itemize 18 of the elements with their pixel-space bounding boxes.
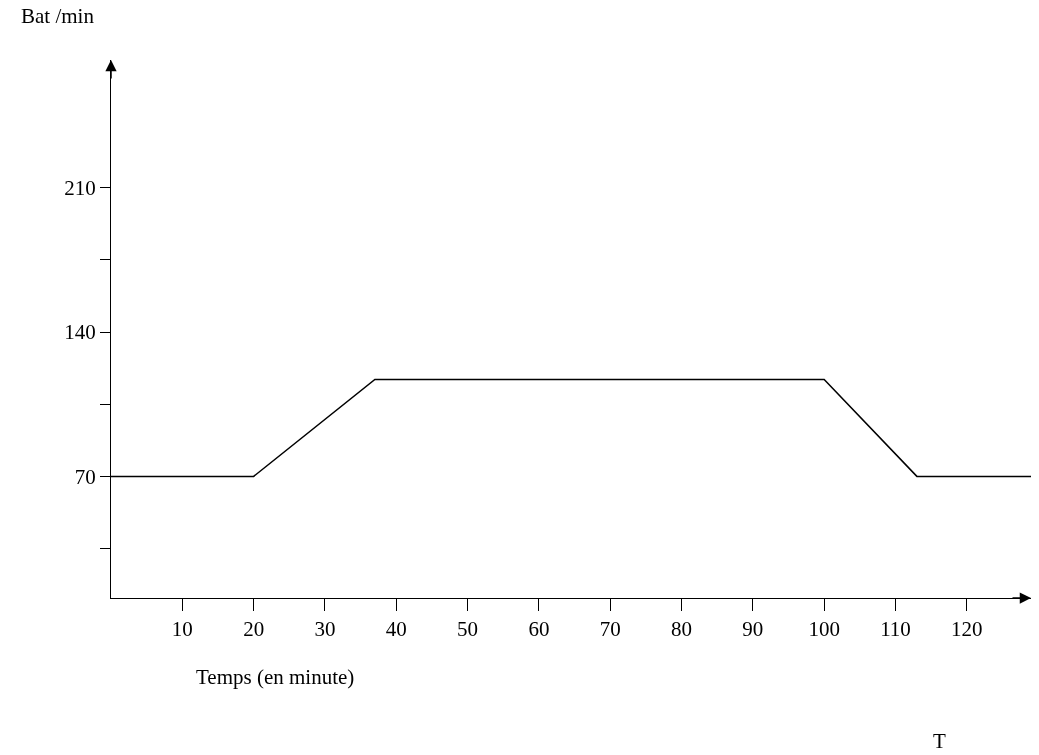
x-tick-label: 90 xyxy=(742,617,764,642)
x-tick-label: 50 xyxy=(457,617,479,642)
x-tick-label: 100 xyxy=(808,617,840,642)
y-tick-label: 70 xyxy=(74,464,96,489)
x-tick-label: 110 xyxy=(880,617,911,642)
x-tick-label: 70 xyxy=(599,617,621,642)
x-tick-label: 30 xyxy=(314,617,336,642)
y-tick-label: 140 xyxy=(64,320,96,345)
x-axis-title: Temps (en minute) xyxy=(196,665,355,689)
x-tick-label: 10 xyxy=(171,617,193,642)
x-tick-label: 40 xyxy=(385,617,407,642)
y-axis-title: Bat /min xyxy=(21,4,95,28)
x-tick-label: 60 xyxy=(528,617,550,642)
x-tick-label: 120 xyxy=(951,617,983,642)
y-tick-label: 210 xyxy=(64,176,96,201)
x-tick-label: 80 xyxy=(671,617,693,642)
x-tick-label: 20 xyxy=(243,617,265,642)
text: T xyxy=(933,729,946,753)
